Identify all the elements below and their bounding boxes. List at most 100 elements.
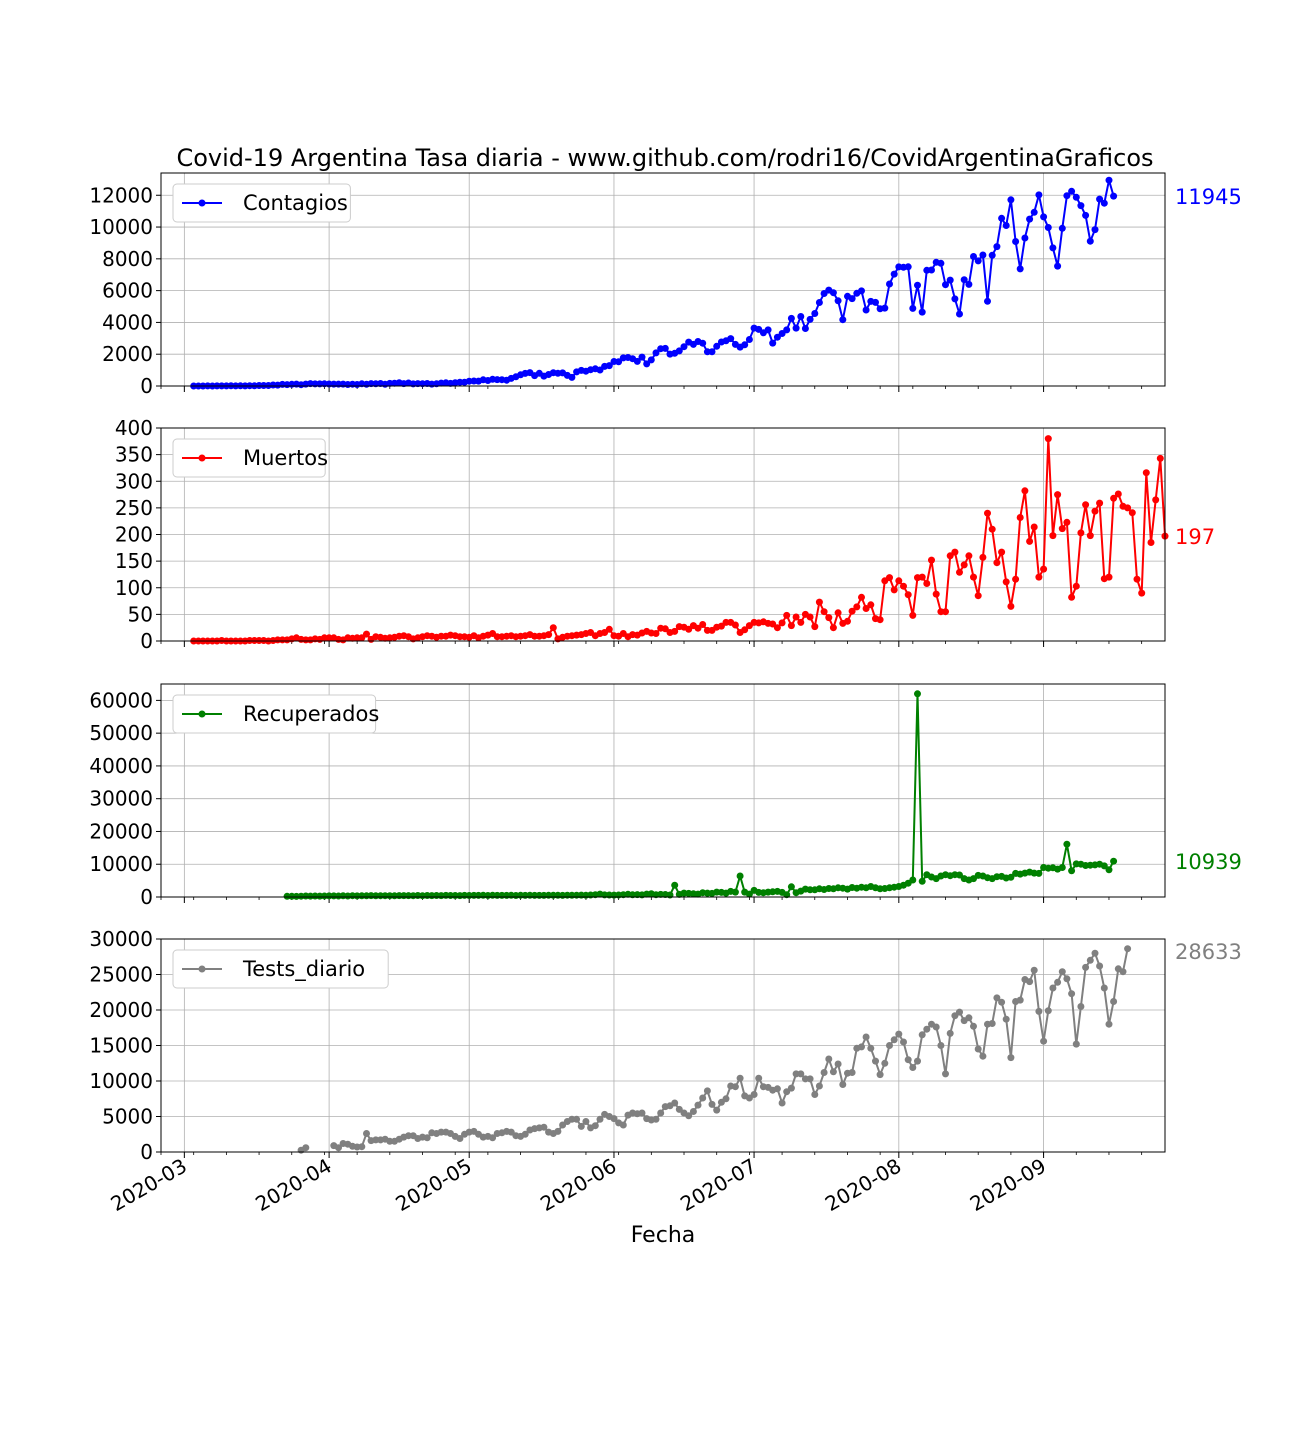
y-tick-label: 250 xyxy=(115,496,153,520)
data-point xyxy=(1105,1020,1113,1028)
data-point xyxy=(1054,491,1062,499)
data-point xyxy=(643,360,651,368)
y-tick-label: 25000 xyxy=(89,963,153,987)
axes-frame xyxy=(160,427,1166,642)
data-point xyxy=(844,617,851,625)
data-point xyxy=(1100,862,1108,870)
data-point xyxy=(1124,945,1132,953)
data-point xyxy=(1012,238,1020,245)
data-point xyxy=(1058,224,1066,232)
data-point xyxy=(675,347,683,355)
data-point xyxy=(806,1075,814,1083)
y-tick-label: 6000 xyxy=(102,279,153,303)
data-point xyxy=(979,553,987,561)
data-point xyxy=(1002,578,1010,586)
data-point xyxy=(661,344,669,352)
axes-frame xyxy=(160,938,1166,1153)
data-point xyxy=(1110,192,1118,200)
last-value-label: 11945 xyxy=(1175,185,1242,209)
data-point xyxy=(1063,518,1071,526)
data-point xyxy=(1096,962,1104,970)
data-point xyxy=(881,304,889,312)
data-point xyxy=(862,605,870,612)
data-point xyxy=(694,624,702,632)
data-point xyxy=(769,620,777,628)
data-point xyxy=(979,1052,987,1060)
data-point xyxy=(764,326,772,334)
data-point xyxy=(778,619,786,627)
axes-frame xyxy=(160,172,1166,387)
data-point xyxy=(1105,176,1113,184)
data-point xyxy=(918,877,926,885)
data-point xyxy=(984,297,991,305)
data-point xyxy=(886,574,893,582)
data-point xyxy=(942,281,949,289)
data-point xyxy=(825,1055,833,1063)
data-point xyxy=(1077,529,1085,537)
legend-frame xyxy=(172,949,389,989)
y-tick-label: 350 xyxy=(115,443,153,467)
data-point xyxy=(638,353,646,361)
data-point xyxy=(680,343,688,351)
data-point xyxy=(1040,213,1048,221)
y-tick-label: 10000 xyxy=(89,1069,153,1093)
data-point xyxy=(974,257,982,265)
data-point xyxy=(1124,504,1132,512)
data-point xyxy=(811,623,819,631)
data-point xyxy=(1063,840,1071,848)
data-point xyxy=(745,890,753,898)
legend: Contagios xyxy=(172,183,351,223)
data-point xyxy=(773,333,781,341)
data-point xyxy=(1100,984,1108,992)
data-point xyxy=(1035,1007,1043,1015)
data-point xyxy=(783,891,791,899)
data-point xyxy=(886,280,893,288)
data-point xyxy=(1077,1003,1085,1010)
data-point xyxy=(731,1083,739,1091)
data-point xyxy=(703,1087,711,1095)
data-point xyxy=(699,621,707,628)
data-point xyxy=(1110,998,1118,1005)
data-point xyxy=(722,1095,730,1103)
data-point xyxy=(1082,501,1090,509)
data-point xyxy=(928,556,935,564)
data-point xyxy=(993,559,1001,567)
data-point xyxy=(792,324,800,332)
data-point xyxy=(1082,963,1090,971)
data-point xyxy=(890,270,898,278)
data-point xyxy=(787,883,795,891)
data-point xyxy=(1110,857,1118,865)
data-point xyxy=(708,1100,716,1108)
data-point xyxy=(1021,234,1029,242)
data-point xyxy=(1049,244,1057,252)
data-point xyxy=(787,1084,795,1092)
legend-label: Contagios xyxy=(243,191,348,215)
legend-marker xyxy=(198,454,206,462)
legend-label: Muertos xyxy=(243,446,328,470)
data-point xyxy=(773,1085,781,1093)
data-point xyxy=(1002,1015,1010,1023)
data-point xyxy=(1058,968,1066,976)
data-point xyxy=(900,1038,907,1046)
data-point xyxy=(890,1036,898,1044)
data-point xyxy=(923,580,931,587)
data-point xyxy=(858,593,865,601)
y-tick-label: 2000 xyxy=(102,342,153,366)
panel-recuperados: 0 10000 20000 30000 40000 50000 60000 Recuperad… xyxy=(89,683,1242,909)
data-point xyxy=(1156,454,1164,462)
data-point xyxy=(848,1069,856,1076)
x-tick-label: 2020-05 xyxy=(391,1154,475,1217)
data-point xyxy=(1007,196,1015,204)
data-point xyxy=(942,608,949,616)
data-point xyxy=(979,251,987,259)
last-value-label: 10939 xyxy=(1175,850,1242,874)
y-tick-label: 100 xyxy=(115,576,153,600)
data-point xyxy=(974,1045,982,1053)
data-point xyxy=(652,630,660,637)
x-tick-label: 2020-06 xyxy=(536,1154,620,1217)
data-point xyxy=(984,509,991,517)
y-tick-label: 0 xyxy=(140,885,153,909)
y-tick-label: 30000 xyxy=(89,927,153,951)
data-point xyxy=(335,1144,342,1152)
data-point xyxy=(363,630,370,638)
